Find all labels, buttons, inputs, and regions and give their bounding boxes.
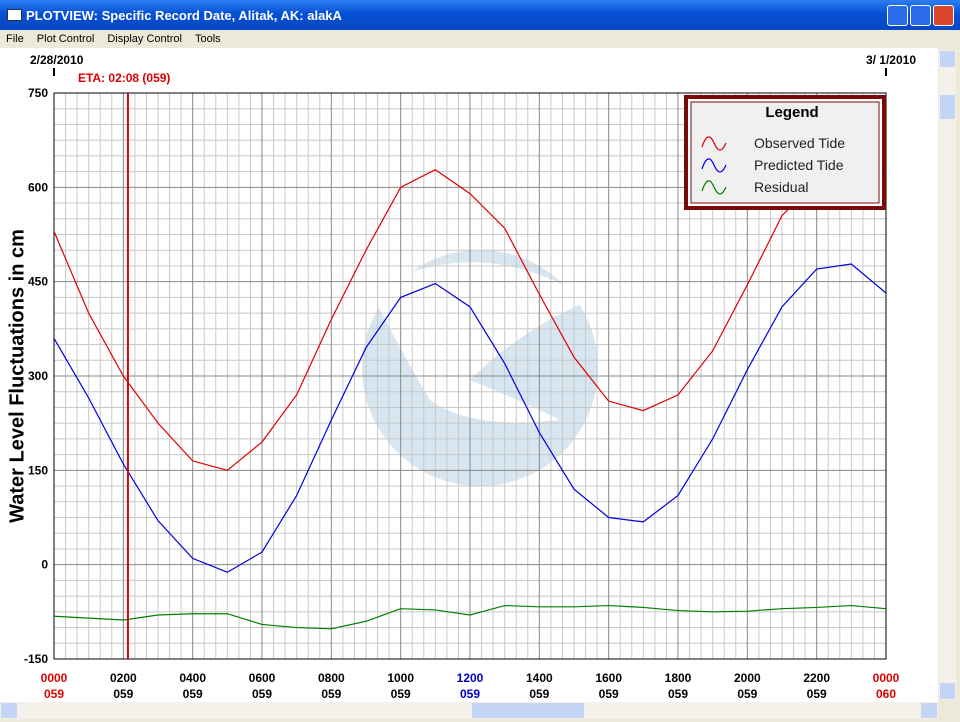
- legend-title: Legend: [765, 104, 818, 121]
- scroll-left-button[interactable]: [1, 703, 17, 718]
- legend-icon: [701, 180, 727, 195]
- x-tick-day: 059: [391, 687, 411, 701]
- x-tick-label: 0000: [873, 671, 900, 685]
- x-tick-day: 059: [460, 687, 480, 701]
- x-tick-day: 059: [321, 687, 341, 701]
- x-tick-label: 0600: [249, 671, 276, 685]
- x-tick-label: 0200: [110, 671, 137, 685]
- window-title: PLOTVIEW: Specific Record Date, Alitak, …: [26, 8, 342, 23]
- x-tick-label: 1200: [457, 671, 484, 685]
- plot-frame: [53, 92, 887, 660]
- scroll-up-button[interactable]: [940, 51, 955, 67]
- legend-label: Observed Tide: [754, 135, 845, 151]
- x-tick-label: 2000: [734, 671, 761, 685]
- start-date: 2/28/2010: [30, 53, 84, 67]
- end-date: 3/ 1/2010: [866, 53, 916, 67]
- x-tick-label: 1600: [595, 671, 622, 685]
- y-tick-label: -150: [24, 652, 48, 666]
- y-tick-label: 150: [28, 463, 48, 477]
- x-tick-label: 1000: [387, 671, 414, 685]
- legend-label: Predicted Tide: [754, 157, 844, 173]
- x-tick-label: 1800: [665, 671, 692, 685]
- x-tick-label: 1400: [526, 671, 553, 685]
- title-bar: PLOTVIEW: Specific Record Date, Alitak, …: [0, 0, 960, 30]
- y-tick-label: 0: [41, 558, 48, 572]
- minimize-button[interactable]: [887, 5, 908, 26]
- series-line: [53, 161, 887, 471]
- y-tick-label: 750: [28, 86, 48, 100]
- menu-item[interactable]: Plot Control: [36, 33, 95, 45]
- menu-item[interactable]: Display Control: [107, 33, 182, 45]
- scroll-thumb[interactable]: [472, 703, 584, 718]
- x-tick-day: 059: [737, 687, 757, 701]
- x-tick-day: 059: [44, 687, 64, 701]
- horizontal-scrollbar[interactable]: [0, 702, 938, 719]
- x-tick-label: 0800: [318, 671, 345, 685]
- legend-inner: [690, 101, 880, 204]
- legend-icon: [701, 158, 727, 173]
- vertical-scrollbar[interactable]: [939, 50, 956, 700]
- y-axis-label: Water Level Fluctuations in cm: [6, 229, 28, 523]
- x-tick-label: 0000: [41, 671, 68, 685]
- legend-icon: [701, 136, 727, 151]
- x-tick-day: 059: [807, 687, 827, 701]
- x-tick-label: 0400: [179, 671, 206, 685]
- x-tick-day: 059: [529, 687, 549, 701]
- scroll-right-button[interactable]: [921, 703, 937, 718]
- x-tick-label: 2200: [803, 671, 830, 685]
- x-tick-day: 060: [876, 687, 896, 701]
- x-tick-day: 059: [668, 687, 688, 701]
- app-icon: [7, 9, 22, 21]
- y-tick-label: 300: [28, 369, 48, 383]
- eta-label: ETA: 02:08 (059): [78, 71, 170, 85]
- x-tick-day: 059: [113, 687, 133, 701]
- series-line: [53, 604, 887, 630]
- x-tick-day: 059: [252, 687, 272, 701]
- scroll-thumb[interactable]: [940, 95, 955, 119]
- legend-label: Residual: [754, 179, 808, 195]
- menu-item[interactable]: Tools: [195, 33, 221, 45]
- maximize-button[interactable]: [910, 5, 931, 26]
- y-tick-label: 600: [28, 180, 48, 194]
- scroll-down-button[interactable]: [940, 683, 955, 699]
- menu-bar: File Plot Control Display Control Tools: [0, 30, 960, 48]
- series-line: [53, 263, 887, 573]
- close-button[interactable]: [933, 5, 954, 26]
- y-tick-label: 450: [28, 275, 48, 289]
- menu-item[interactable]: File: [6, 33, 24, 45]
- x-tick-day: 059: [599, 687, 619, 701]
- x-tick-day: 059: [183, 687, 203, 701]
